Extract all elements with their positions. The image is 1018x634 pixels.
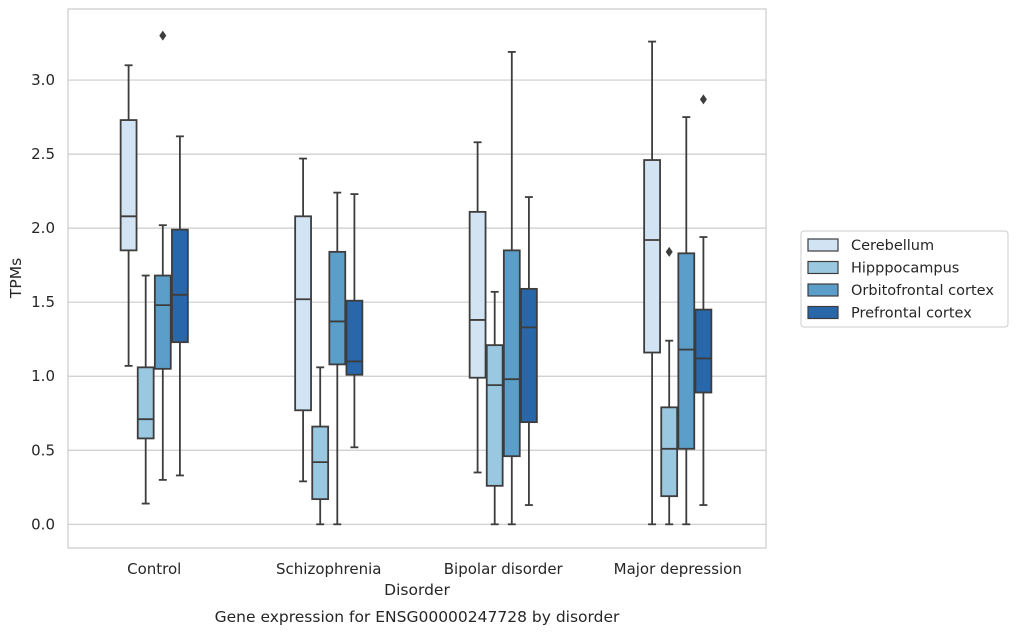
box-iqr	[520, 287, 538, 424]
y-tick-label: 1.5	[31, 293, 55, 311]
outlier-point	[699, 94, 707, 105]
legend: Cerebellum Hipppocampus Orbitofrontal cort…	[800, 230, 1009, 328]
chart-caption: Gene expression for ENSG00000247728 by d…	[215, 608, 620, 626]
legend-swatch	[807, 238, 839, 252]
box-iqr	[153, 274, 172, 370]
box-cerebellum	[643, 40, 661, 526]
legend-swatch	[807, 260, 839, 275]
legend-label: Hipppocampus	[851, 261, 959, 277]
y-tick-label: 0.0	[31, 515, 55, 533]
box-cerebellum	[294, 157, 312, 483]
box-series	[119, 30, 713, 526]
box-iqr	[502, 249, 521, 458]
x-axis-label: Disorder	[384, 581, 450, 599]
box-iqr	[643, 159, 661, 354]
box-prefrontal-cortex	[694, 94, 713, 506]
box-iqr	[468, 210, 487, 379]
legend-swatch	[807, 305, 839, 320]
outlier-point	[665, 246, 673, 257]
outlier-point	[159, 30, 167, 41]
box-iqr	[294, 215, 312, 412]
box-iqr	[171, 228, 189, 344]
legend-label: Cerebellum	[851, 238, 934, 254]
box-iqr	[119, 119, 138, 252]
y-tick-label: 2.0	[31, 219, 55, 237]
legend-label: Orbitofrontal cortex	[851, 283, 994, 299]
box-iqr	[660, 406, 679, 498]
box-orbitofrontal-cortex	[502, 51, 521, 526]
box-iqr	[328, 250, 347, 366]
box-prefrontal-cortex	[171, 135, 189, 477]
legend-label: Prefrontal cortex	[851, 306, 972, 322]
y-tick-label: 3.0	[31, 71, 55, 89]
box-hipppocampus	[485, 290, 504, 526]
box-hipppocampus	[136, 274, 155, 505]
box-iqr	[694, 308, 713, 394]
plot-area-frame	[67, 8, 767, 549]
y-tick-label: 1.0	[31, 367, 55, 385]
box-prefrontal-cortex	[345, 193, 364, 449]
box-cerebellum	[119, 64, 138, 367]
box-hipppocampus	[660, 246, 679, 526]
box-iqr	[136, 366, 155, 440]
y-axis-ticks: 0.0 0.5 1.0 1.5 2.0 2.5 3.0	[31, 71, 55, 533]
box-iqr	[345, 299, 364, 376]
x-tick-label: Control	[127, 560, 181, 578]
x-axis-ticks: Control Schizophrenia Bipolar disorder Majo…	[127, 560, 742, 578]
x-tick-label: Bipolar disorder	[444, 560, 564, 578]
legend-frame	[800, 230, 1009, 328]
box-orbitofrontal-cortex	[677, 116, 696, 526]
legend-swatch	[807, 283, 839, 297]
x-tick-label: Schizophrenia	[276, 560, 381, 578]
y-axis-label: TPMs	[7, 258, 25, 299]
y-tick-label: 0.5	[31, 441, 55, 459]
box-iqr	[485, 344, 504, 487]
box-orbitofrontal-cortex	[328, 191, 347, 526]
box-cerebellum	[468, 141, 487, 474]
x-tick-label: Major depression	[614, 560, 742, 578]
box-hipppocampus	[311, 366, 330, 526]
box-orbitofrontal-cortex	[153, 30, 172, 481]
box-iqr	[677, 252, 696, 450]
box-prefrontal-cortex	[520, 196, 538, 506]
y-tick-label: 2.5	[31, 145, 55, 163]
